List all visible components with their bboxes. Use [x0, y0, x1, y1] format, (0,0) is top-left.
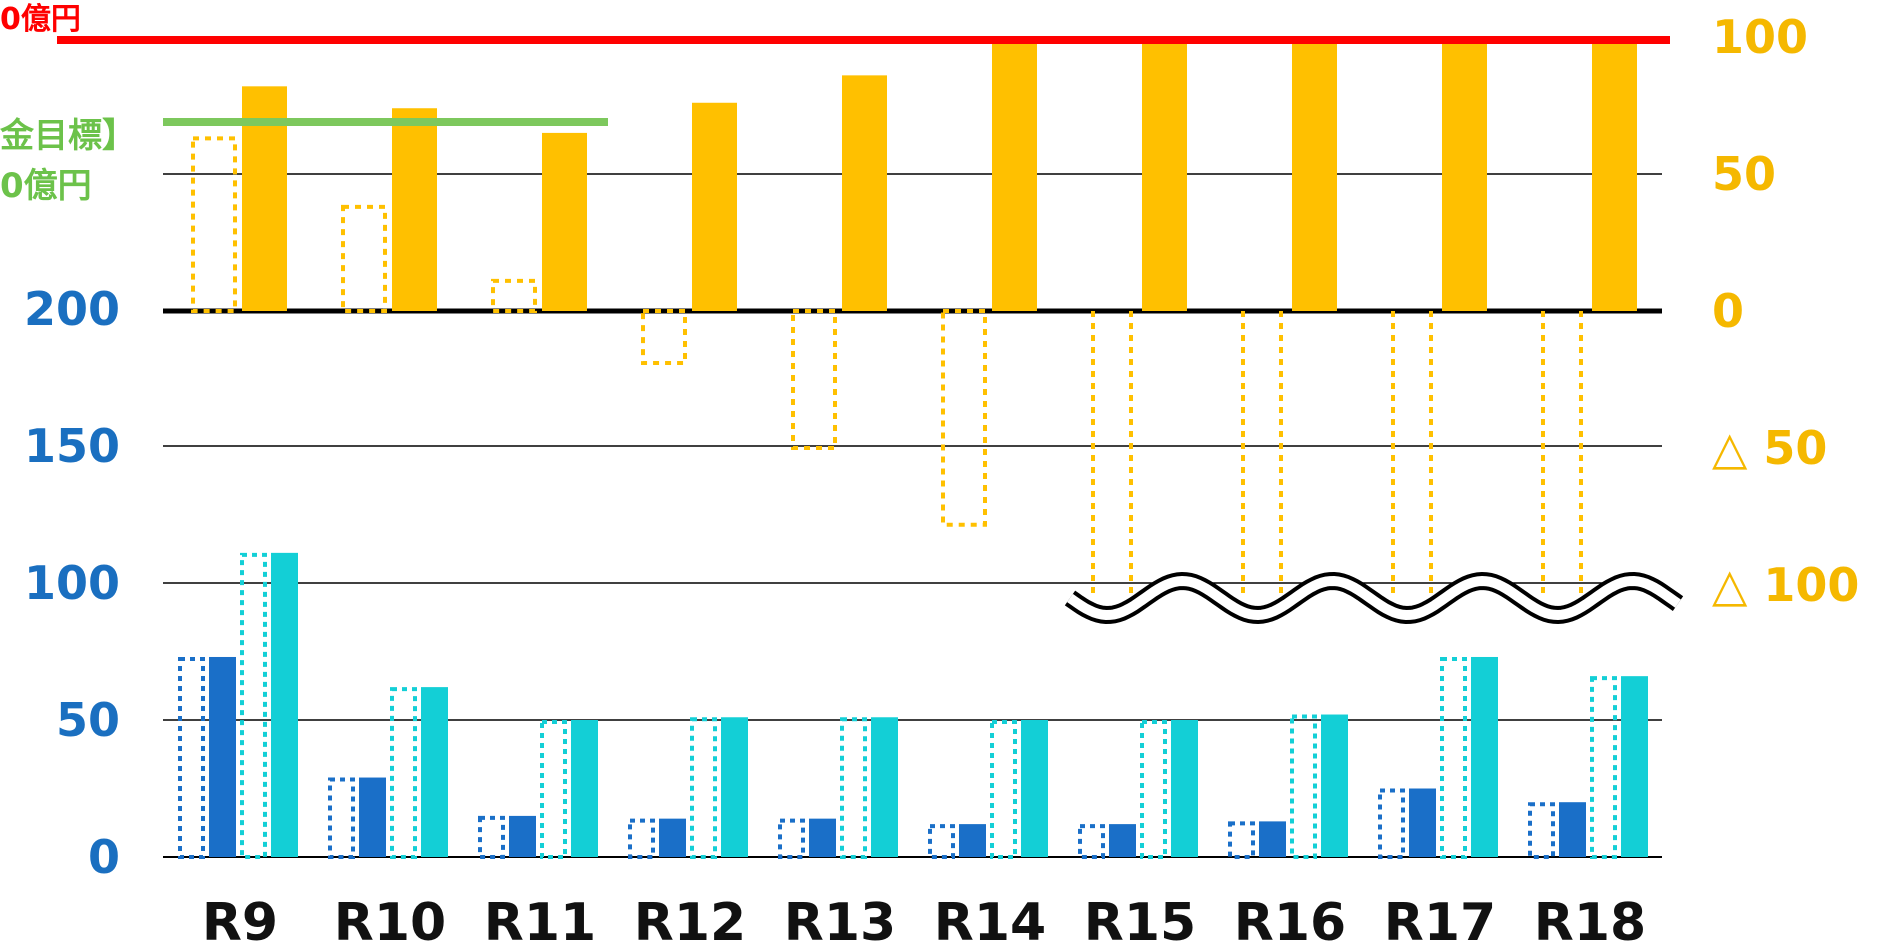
- bar: [1109, 824, 1136, 857]
- green-target-label-line2: 0億円: [0, 166, 92, 206]
- bar-dotted: [191, 136, 237, 313]
- bar-dotted: [390, 687, 417, 859]
- bar-dotted: [928, 824, 955, 859]
- axis-break-marks: [1064, 571, 1684, 625]
- right-tick-label: 50: [1712, 147, 1776, 201]
- bar-dotted: [1290, 714, 1317, 860]
- category-label: R12: [634, 893, 746, 944]
- bar: [359, 777, 386, 857]
- bar: [1621, 676, 1648, 857]
- category-label: R13: [784, 893, 896, 944]
- bar: [992, 37, 1037, 311]
- bar-dotted: [328, 777, 355, 859]
- left-tick-label: 50: [56, 693, 120, 747]
- category-label: R15: [1084, 893, 1196, 944]
- bar-dotted: [1378, 788, 1405, 859]
- bar: [392, 108, 437, 312]
- bar: [271, 552, 298, 857]
- left-tick-label: 200: [24, 282, 120, 336]
- bar-dotted: [1228, 821, 1255, 860]
- bar: [542, 132, 587, 311]
- category-label: R16: [1234, 893, 1346, 944]
- bar: [659, 818, 686, 857]
- bar: [1559, 802, 1586, 857]
- bar: [209, 656, 236, 857]
- category-label: R14: [934, 893, 1046, 944]
- bar-dotted: [540, 720, 567, 859]
- bar: [1442, 37, 1487, 311]
- axis-tick-labels: 0 50 100 150 200 100 50 0 △ 50 △ 100: [24, 10, 1859, 884]
- bar-dotted: [778, 818, 805, 860]
- category-label: R17: [1384, 893, 1496, 944]
- bar-dotted: [990, 720, 1017, 859]
- bar-dotted: [840, 717, 867, 860]
- reference-lines: [57, 36, 1670, 126]
- bar: [692, 102, 737, 311]
- axis-break-wave-gap: [1067, 575, 1681, 621]
- green-target-label-line1: 金目標】: [0, 116, 136, 156]
- bar: [871, 717, 898, 857]
- right-tick-label: 100: [1712, 10, 1808, 64]
- bar: [842, 75, 887, 311]
- bar: [1321, 714, 1348, 857]
- bar: [1259, 821, 1286, 857]
- bottom-bars: [178, 552, 1648, 860]
- bar: [1021, 720, 1048, 857]
- red-target-label: 0億円: [0, 2, 81, 37]
- right-tick-label: △ 100: [1712, 558, 1859, 612]
- bar-dotted: [491, 278, 537, 313]
- bar-dotted: [1140, 720, 1167, 859]
- bar-dotted: [791, 309, 837, 450]
- bar: [1592, 37, 1637, 311]
- bar: [809, 818, 836, 857]
- gridlines: [163, 173, 1662, 858]
- bar-dotted: [341, 204, 387, 314]
- bar: [1471, 656, 1498, 857]
- bar-dotted: [1440, 656, 1467, 859]
- left-tick-label: 100: [24, 556, 120, 610]
- right-tick-label: 0: [1712, 284, 1744, 338]
- left-tick-label: 150: [24, 419, 120, 473]
- bar: [721, 717, 748, 857]
- bar: [509, 815, 536, 857]
- left-tick-label: 0: [88, 830, 120, 884]
- top-bars: [191, 37, 1637, 597]
- bar: [1292, 37, 1337, 311]
- bar: [959, 824, 986, 857]
- bar-dotted: [478, 815, 505, 860]
- bar-dotted: [1528, 802, 1555, 860]
- bar-dotted: [178, 656, 205, 859]
- right-tick-label: △ 50: [1712, 421, 1827, 475]
- bar: [1171, 720, 1198, 857]
- bar-dotted: [941, 309, 987, 527]
- bar: [571, 720, 598, 857]
- category-labels: R9 R10 R11 R12 R13 R14 R15 R16 R17 R18: [202, 893, 1646, 944]
- bar-dotted: [628, 818, 655, 860]
- bar-dotted: [240, 552, 267, 859]
- bar: [421, 687, 448, 857]
- category-label: R9: [202, 893, 278, 944]
- category-label: R10: [334, 893, 446, 944]
- category-label: R18: [1534, 893, 1646, 944]
- bar-dotted: [641, 309, 687, 366]
- category-label: R11: [484, 893, 596, 944]
- bar-dotted: [1078, 824, 1105, 859]
- bar: [1409, 788, 1436, 857]
- bar-dotted: [690, 717, 717, 860]
- bar: [1142, 37, 1187, 311]
- bar-dotted: [1590, 676, 1617, 859]
